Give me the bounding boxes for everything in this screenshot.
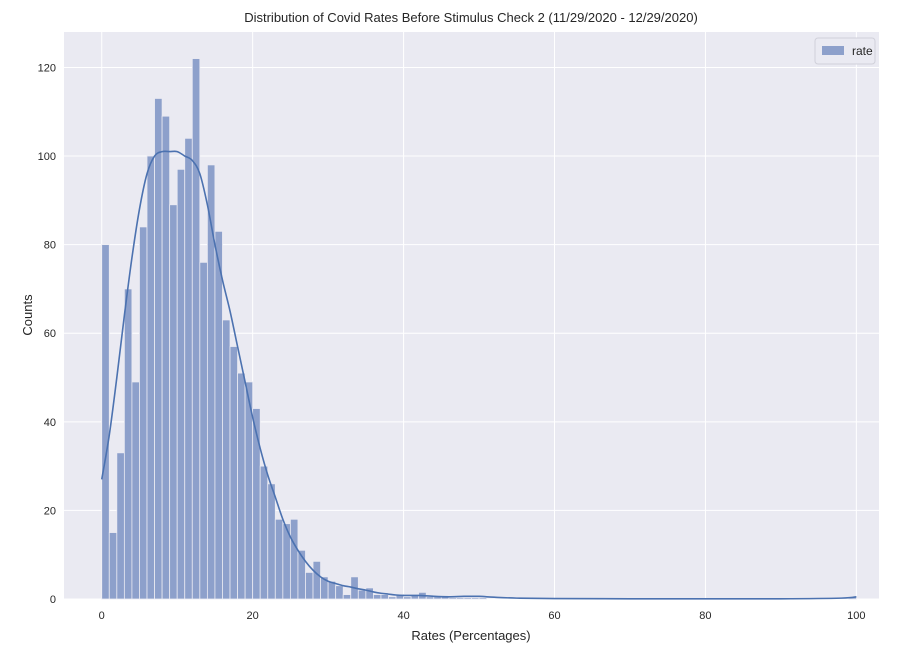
y-tick-label: 40 bbox=[44, 417, 56, 429]
histogram-bar bbox=[199, 261, 208, 600]
histogram-bar bbox=[139, 226, 148, 600]
histogram-bar bbox=[252, 408, 261, 600]
histogram-bar bbox=[116, 452, 125, 600]
histogram-bar bbox=[184, 137, 193, 600]
histogram-bar bbox=[357, 589, 367, 600]
legend-box bbox=[814, 37, 876, 65]
x-axis-ticks: 0 20 40 60 80 100 bbox=[99, 610, 866, 622]
histogram-bar bbox=[176, 168, 186, 600]
histogram-bar bbox=[372, 594, 382, 600]
histogram-bar bbox=[305, 572, 314, 600]
histogram-bar bbox=[274, 518, 284, 600]
histogram-bar bbox=[161, 115, 171, 600]
histogram-bar bbox=[463, 597, 472, 600]
histogram-bar bbox=[229, 346, 238, 600]
histogram-bar bbox=[403, 596, 412, 600]
y-tick-label: 80 bbox=[44, 240, 56, 252]
histogram-bar bbox=[297, 549, 306, 600]
histogram-bar bbox=[471, 597, 480, 600]
histogram-bar bbox=[312, 560, 321, 600]
histogram-bar bbox=[123, 288, 133, 600]
histogram-bar bbox=[342, 594, 352, 600]
histogram-bar bbox=[108, 532, 118, 600]
y-tick-label: 120 bbox=[38, 62, 56, 74]
chart-legend: rate bbox=[814, 37, 876, 65]
histogram-bar bbox=[101, 244, 110, 600]
histogram-bar bbox=[259, 465, 269, 600]
y-axis-label: Counts bbox=[20, 294, 35, 336]
x-tick-label: 60 bbox=[548, 610, 560, 622]
histogram-bars bbox=[101, 58, 857, 600]
x-axis-label: Rates (Percentages) bbox=[411, 628, 530, 643]
histogram-bar bbox=[388, 596, 397, 600]
y-tick-label: 100 bbox=[38, 151, 56, 163]
y-tick-label: 0 bbox=[50, 594, 56, 606]
histogram-bar bbox=[222, 319, 231, 600]
histogram-bar bbox=[131, 381, 140, 600]
histogram-bar bbox=[380, 594, 389, 600]
histogram-bar bbox=[191, 58, 201, 600]
y-axis-ticks: 0 20 40 60 80 100 120 bbox=[38, 62, 56, 606]
legend-label: rate bbox=[852, 44, 873, 58]
histogram-bar bbox=[478, 597, 487, 600]
kde-curve-line bbox=[100, 150, 857, 600]
histogram-bar bbox=[146, 155, 155, 600]
histogram-bar bbox=[206, 164, 216, 600]
x-tick-label: 100 bbox=[847, 610, 865, 622]
histogram-bar bbox=[169, 204, 178, 600]
histogram-bar bbox=[335, 585, 344, 600]
histogram-bar bbox=[289, 518, 299, 600]
histogram-bar bbox=[237, 372, 246, 600]
histogram-bar bbox=[448, 597, 457, 600]
histogram-bar bbox=[456, 597, 465, 600]
x-tick-label: 20 bbox=[247, 610, 259, 622]
y-tick-label: 60 bbox=[44, 328, 56, 340]
histogram-bar bbox=[267, 483, 276, 600]
histogram-bar bbox=[425, 596, 435, 600]
x-tick-label: 40 bbox=[397, 610, 409, 622]
histogram-bar bbox=[154, 98, 163, 600]
chart-title: Distribution of Covid Rates Before Stimu… bbox=[244, 10, 698, 25]
histogram-bar bbox=[365, 587, 374, 600]
x-tick-label: 80 bbox=[699, 610, 711, 622]
x-tick-label: 0 bbox=[99, 610, 105, 622]
histogram-bar bbox=[214, 230, 223, 600]
legend-swatch bbox=[822, 46, 844, 55]
y-tick-label: 20 bbox=[44, 505, 56, 517]
